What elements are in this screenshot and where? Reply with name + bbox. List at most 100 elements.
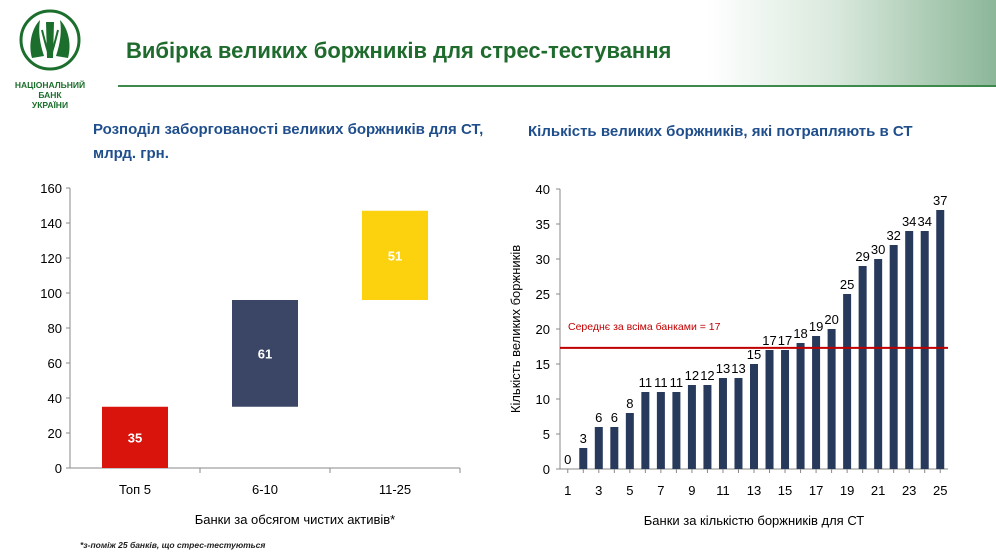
- x-tick-label: 11-25: [379, 482, 411, 497]
- bar-value-label: 32: [886, 228, 900, 243]
- left-chart-title: Розподіл заборгованості великих боржникі…: [93, 118, 483, 166]
- title-divider: [118, 85, 996, 87]
- bar: [734, 378, 743, 469]
- bar: [703, 385, 712, 469]
- y-tick-label: 60: [48, 356, 62, 371]
- bar: [843, 294, 852, 469]
- bar-value-label: 18: [793, 326, 807, 341]
- y-tick-label: 80: [48, 321, 62, 336]
- bar-value-label: 17: [762, 333, 776, 348]
- bar: [594, 427, 603, 469]
- x-axis-label: Банки за обсягом чистих активів*: [195, 512, 396, 527]
- y-tick-label: 20: [48, 426, 62, 441]
- bar: [920, 231, 929, 469]
- nbu-emblem-icon: [19, 9, 81, 71]
- bar: [641, 392, 650, 469]
- bar: [889, 245, 898, 469]
- x-tick-label: 1: [564, 483, 571, 498]
- bar: [936, 210, 945, 469]
- bar-value-label: 30: [871, 242, 885, 257]
- bar: [362, 210, 428, 300]
- y-tick-label: 15: [536, 357, 550, 372]
- logo-line-2: БАНК: [38, 90, 62, 100]
- bar-value-label: 3: [580, 431, 587, 446]
- x-tick-label: 17: [809, 483, 823, 498]
- nbu-logo: НАЦІОНАЛЬНИЙ БАНК УКРАЇНИ: [10, 8, 90, 118]
- y-tick-label: 160: [40, 181, 62, 196]
- x-tick-label: 21: [871, 483, 885, 498]
- bar: [672, 392, 681, 469]
- x-tick-label: 15: [778, 483, 792, 498]
- bar: [102, 406, 168, 468]
- y-axis-label: Кількість великих боржників: [508, 245, 523, 413]
- bar-value-label: 11: [670, 375, 684, 390]
- y-tick-label: 120: [40, 251, 62, 266]
- x-tick-label: 7: [657, 483, 664, 498]
- bar: [812, 336, 821, 469]
- left-chart-title-line-1: Розподіл заборгованості великих боржникі…: [93, 121, 484, 138]
- bar-value-label: 8: [626, 396, 633, 411]
- x-tick-label: 5: [626, 483, 633, 498]
- logo-text: НАЦІОНАЛЬНИЙ БАНК УКРАЇНИ: [10, 80, 90, 110]
- bar: [656, 392, 665, 469]
- page-title: Вибірка великих боржників для стрес-тест…: [126, 38, 672, 63]
- left-chart-title-line-2: млрд. грн.: [93, 145, 169, 162]
- y-tick-label: 5: [543, 427, 550, 442]
- bar-value-label: 0: [564, 452, 571, 467]
- y-tick-label: 0: [55, 461, 62, 476]
- x-tick-label: 11: [716, 483, 730, 498]
- y-tick-label: 140: [40, 216, 62, 231]
- x-tick-label: 23: [902, 483, 916, 498]
- bar: [765, 350, 774, 469]
- bar: [750, 364, 758, 469]
- bar: [232, 300, 298, 407]
- bar-value-label: 25: [840, 277, 854, 292]
- bar-value-label: 12: [685, 368, 699, 383]
- bar: [579, 448, 588, 469]
- y-tick-label: 20: [536, 322, 550, 337]
- header-decoration: [706, 0, 996, 86]
- y-tick-label: 40: [48, 391, 62, 406]
- bar: [796, 343, 805, 469]
- bar-value-label: 34: [917, 214, 931, 229]
- bar-value-label: 12: [700, 368, 714, 383]
- y-tick-label: 30: [536, 252, 550, 267]
- x-tick-label: 13: [747, 483, 761, 498]
- bar: [610, 427, 619, 469]
- bar-value-label: 11: [654, 375, 668, 390]
- x-tick-label: 6-10: [252, 482, 278, 497]
- y-tick-label: 35: [536, 217, 550, 232]
- bar: [874, 259, 883, 469]
- bar-value-label: 51: [388, 248, 402, 263]
- right-chart-title: Кількість великих боржників, які потрапл…: [528, 123, 913, 140]
- y-tick-label: 25: [536, 287, 550, 302]
- bar-value-label: 17: [778, 333, 792, 348]
- y-tick-label: 0: [543, 462, 550, 477]
- footnote: *з-поміж 25 банків, що стрес-тестуються: [80, 540, 266, 550]
- bar: [858, 266, 867, 469]
- bar-value-label: 13: [716, 361, 730, 376]
- bar-value-label: 29: [855, 249, 869, 264]
- bar-value-label: 37: [933, 193, 947, 208]
- bar: [905, 231, 914, 469]
- y-tick-label: 100: [40, 286, 62, 301]
- mean-line-label: Середнє за всіма банками = 17: [568, 321, 721, 333]
- logo-line-1: НАЦІОНАЛЬНИЙ: [14, 80, 86, 90]
- y-tick-label: 10: [536, 392, 550, 407]
- bar-value-label: 6: [611, 410, 618, 425]
- bar-value-label: 19: [809, 319, 823, 334]
- bar-value-label: 20: [824, 312, 838, 327]
- bar-value-label: 11: [639, 375, 653, 390]
- x-tick-label: 3: [595, 483, 602, 498]
- bar: [718, 378, 727, 469]
- bar: [827, 329, 836, 469]
- bar-value-label: 6: [595, 410, 602, 425]
- bar-value-label: 34: [902, 214, 916, 229]
- x-tick-label: Топ 5: [119, 482, 151, 497]
- x-tick-label: 9: [688, 483, 695, 498]
- x-axis-label: Банки за кількістю боржників для СТ: [644, 513, 865, 528]
- bar-value-label: 15: [747, 347, 761, 362]
- bar: [687, 385, 696, 469]
- left-chart: 0 20 40 60 80 100 120 140 160 35 Топ 5 61 6-10 51 11-2…: [40, 181, 461, 527]
